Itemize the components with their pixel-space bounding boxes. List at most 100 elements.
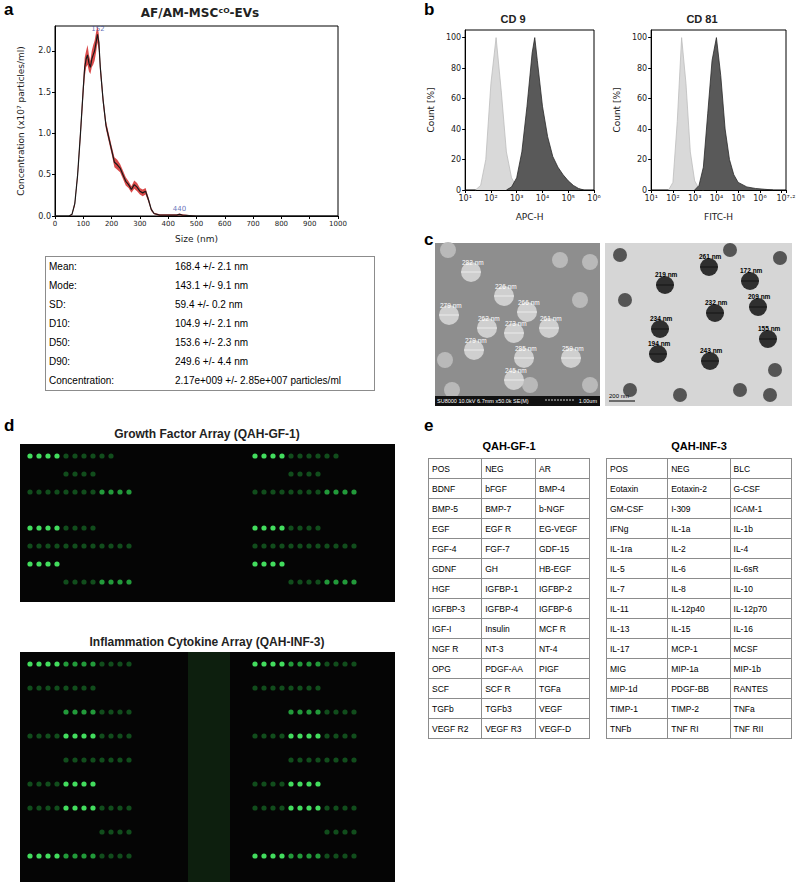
svg-text:20: 20: [637, 155, 647, 164]
svg-text:10¹: 10¹: [644, 194, 657, 203]
svg-text:234 nm: 234 nm: [650, 315, 673, 322]
html-text:104.9 +/- 2.1 nm: 104.9 +/- 2.1 nm: [175, 318, 249, 329]
svg-text:CD 81: CD 81: [686, 13, 717, 25]
svg-text:800: 800: [275, 220, 288, 228]
svg-text:1.0: 1.0: [38, 129, 51, 138]
svg-text:259 nm: 259 nm: [562, 345, 584, 352]
svg-text:10⁷·²: 10⁷·²: [776, 194, 795, 203]
html-text:SD:: SD:: [49, 299, 66, 310]
svg-text:10²: 10²: [666, 194, 679, 203]
svg-text:273 nm: 273 nm: [505, 320, 527, 327]
html-text:Mean:: Mean:: [49, 261, 77, 272]
svg-text:2.0: 2.0: [38, 46, 51, 55]
html-text:D10:: D10:: [49, 318, 71, 329]
svg-text:Size (nm): Size (nm): [175, 234, 218, 244]
svg-text:Count [%]: Count [%]: [612, 87, 622, 132]
svg-text:600: 600: [218, 220, 231, 228]
svg-text:500: 500: [190, 220, 203, 228]
svg-text:1000: 1000: [329, 220, 347, 228]
svg-text:10⁵: 10⁵: [562, 194, 575, 203]
svg-text:1.5: 1.5: [38, 88, 51, 97]
svg-text:SU8000 10.0kV 6.7mm x50.0k SE(: SU8000 10.0kV 6.7mm x50.0k SE(M): [437, 398, 529, 404]
html-text:D90:: D90:: [49, 356, 71, 367]
html-text:BMP-4: BMP-4: [539, 483, 565, 494]
html-text:249.6 +/- 4.4 nm: 249.6 +/- 4.4 nm: [175, 356, 249, 367]
svg-text:Count [%]: Count [%]: [426, 87, 436, 132]
html-text:Mode:: Mode:: [49, 280, 77, 291]
svg-text:261 nm: 261 nm: [540, 315, 562, 322]
svg-text:172 nm: 172 nm: [740, 267, 763, 274]
svg-text:266 nm: 266 nm: [518, 299, 540, 306]
html-text:QAH-INF-3: QAH-INF-3: [671, 440, 727, 452]
html-text:59.4 +/- 0.2 nm: 59.4 +/- 0.2 nm: [175, 299, 243, 310]
html-text:153.6 +/- 2.3 nm: 153.6 +/- 2.3 nm: [175, 337, 249, 348]
html-text:AR: AR: [539, 463, 551, 474]
svg-text:900: 900: [303, 220, 316, 228]
html-text:POS: POS: [432, 463, 450, 474]
svg-text:700: 700: [246, 220, 259, 228]
html-text:D50:: D50:: [49, 337, 71, 348]
svg-text:262 nm: 262 nm: [478, 315, 500, 322]
svg-text:282 nm: 282 nm: [462, 259, 484, 266]
svg-text:0.5: 0.5: [38, 170, 51, 179]
svg-text:300: 300: [133, 220, 146, 228]
html-text:bFGF: bFGF: [485, 483, 507, 494]
svg-text:60: 60: [637, 94, 647, 103]
svg-text:CD 9: CD 9: [500, 13, 525, 25]
html-text:2.17e+009 +/- 2.85e+007 partic: 2.17e+009 +/- 2.85e+007 particles/ml: [175, 375, 341, 386]
svg-text:10⁶: 10⁶: [753, 194, 766, 203]
svg-text:243 nm: 243 nm: [700, 347, 723, 354]
html-text:168.4 +/- 2.1 nm: 168.4 +/- 2.1 nm: [175, 261, 249, 272]
svg-text:440: 440: [173, 205, 186, 213]
svg-text:1.00um: 1.00um: [579, 398, 598, 404]
svg-text:80: 80: [637, 64, 647, 73]
svg-text:10⁵: 10⁵: [731, 194, 744, 203]
svg-text:285 nm: 285 nm: [515, 345, 537, 352]
svg-text:10¹: 10¹: [458, 194, 471, 203]
svg-text:200: 200: [105, 220, 118, 228]
svg-text:Inflammation Cytokine Array (Q: Inflammation Cytokine Array (QAH-INF-3): [90, 635, 325, 649]
svg-text:40: 40: [451, 125, 461, 134]
svg-text:10²: 10²: [484, 194, 497, 203]
svg-text:155 nm: 155 nm: [758, 325, 781, 332]
svg-text:100: 100: [77, 220, 90, 228]
svg-text:Concentration (x10⁷ particles/: Concentration (x10⁷ particles/ml): [16, 46, 26, 196]
svg-text:10⁴: 10⁴: [710, 194, 723, 203]
svg-text:60: 60: [451, 94, 461, 103]
svg-text:10³: 10³: [688, 194, 701, 203]
svg-text:152: 152: [91, 25, 104, 33]
svg-text:20: 20: [451, 155, 461, 164]
svg-text:FITC-H: FITC-H: [704, 212, 733, 222]
svg-text:10⁴: 10⁴: [536, 194, 549, 203]
html-text:BDNF: BDNF: [432, 483, 456, 494]
svg-text:0.0: 0.0: [38, 212, 51, 221]
html-text:BMP-5: BMP-5: [432, 503, 458, 514]
html-text:b: b: [424, 0, 435, 19]
html-text:143.1 +/- 9.1 nm: 143.1 +/- 9.1 nm: [175, 280, 249, 291]
html-text:NEG: NEG: [485, 463, 504, 474]
svg-text:279 nm: 279 nm: [440, 302, 462, 309]
svg-text:261 nm: 261 nm: [699, 253, 722, 260]
svg-text:0: 0: [53, 220, 57, 228]
svg-text:245 nm: 245 nm: [505, 367, 527, 374]
svg-text:Growth Factor Array (QAH-GF-1): Growth Factor Array (QAH-GF-1): [114, 427, 300, 441]
html-text:QAH-GF-1: QAH-GF-1: [482, 440, 536, 452]
svg-text:200 nm: 200 nm: [609, 393, 629, 399]
svg-text:194 nm: 194 nm: [648, 340, 671, 347]
svg-text:AF/AM-MSCᶜᴼ-EVs: AF/AM-MSCᶜᴼ-EVs: [141, 6, 259, 20]
svg-text:80: 80: [451, 64, 461, 73]
svg-text:279 nm: 279 nm: [465, 337, 487, 344]
svg-text:10⁶: 10⁶: [587, 194, 600, 203]
svg-text:226 nm: 226 nm: [495, 283, 517, 290]
svg-text:10³: 10³: [510, 194, 523, 203]
svg-text:400: 400: [162, 220, 175, 228]
svg-text:232 nm: 232 nm: [705, 299, 728, 306]
svg-text:100: 100: [446, 33, 461, 42]
svg-text:219 nm: 219 nm: [655, 271, 678, 278]
html-text:Concentration:: Concentration:: [49, 375, 114, 386]
svg-text:APC-H: APC-H: [516, 212, 544, 222]
svg-text:209 nm: 209 nm: [748, 293, 771, 300]
html-text:d: d: [4, 416, 15, 435]
svg-text:40: 40: [637, 125, 647, 134]
svg-text:100: 100: [632, 33, 647, 42]
